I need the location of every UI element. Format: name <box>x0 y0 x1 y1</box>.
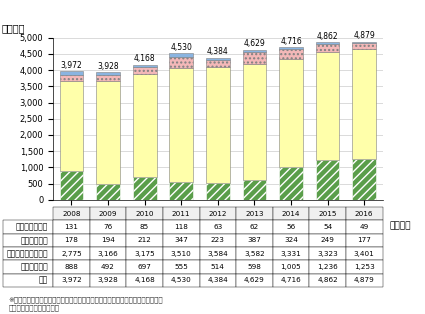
Text: 4,384: 4,384 <box>207 47 229 56</box>
Bar <box>133 74 156 177</box>
Bar <box>96 184 120 200</box>
Text: 4,168: 4,168 <box>134 54 156 63</box>
Text: 4,716: 4,716 <box>280 37 302 46</box>
Bar <box>206 67 230 183</box>
Bar <box>316 160 340 200</box>
Bar <box>352 159 376 200</box>
Bar <box>96 75 120 81</box>
Text: 4,629: 4,629 <box>244 40 265 48</box>
Bar <box>243 181 266 200</box>
Text: 4,530: 4,530 <box>170 43 192 51</box>
Bar <box>243 52 266 64</box>
Bar <box>279 47 303 49</box>
Bar <box>60 81 83 171</box>
Bar <box>60 71 83 75</box>
Text: 3,928: 3,928 <box>97 62 119 71</box>
Bar <box>60 75 83 81</box>
Bar <box>243 50 266 52</box>
Text: （年度）: （年度） <box>390 221 411 230</box>
Bar <box>316 52 340 160</box>
Text: 3,972: 3,972 <box>60 61 82 70</box>
Bar <box>352 49 376 159</box>
Bar <box>169 57 193 68</box>
Y-axis label: （億円）: （億円） <box>2 23 25 33</box>
Bar <box>279 49 303 59</box>
Bar <box>279 167 303 200</box>
Bar <box>133 65 156 68</box>
Bar <box>206 60 230 67</box>
Bar <box>169 68 193 182</box>
Bar <box>169 182 193 200</box>
Bar <box>96 81 120 184</box>
Bar <box>352 41 376 43</box>
Bar <box>206 183 230 200</box>
Text: 4,862: 4,862 <box>317 32 338 41</box>
Bar <box>60 171 83 200</box>
Bar <box>279 59 303 167</box>
Bar <box>316 44 340 52</box>
Text: ※売上高は全回答事業者の積上げであり、各年度の回答事業者数が異なるため、
　比較には注意を要する。: ※売上高は全回答事業者の積上げであり、各年度の回答事業者数が異なるため、 比較に… <box>8 297 163 311</box>
Bar <box>96 73 120 75</box>
Bar <box>133 68 156 74</box>
Text: 4,879: 4,879 <box>353 31 375 40</box>
Bar <box>243 64 266 181</box>
Bar <box>169 53 193 57</box>
Bar <box>133 177 156 200</box>
Bar <box>316 42 340 44</box>
Bar <box>352 43 376 49</box>
Bar <box>206 58 230 60</box>
